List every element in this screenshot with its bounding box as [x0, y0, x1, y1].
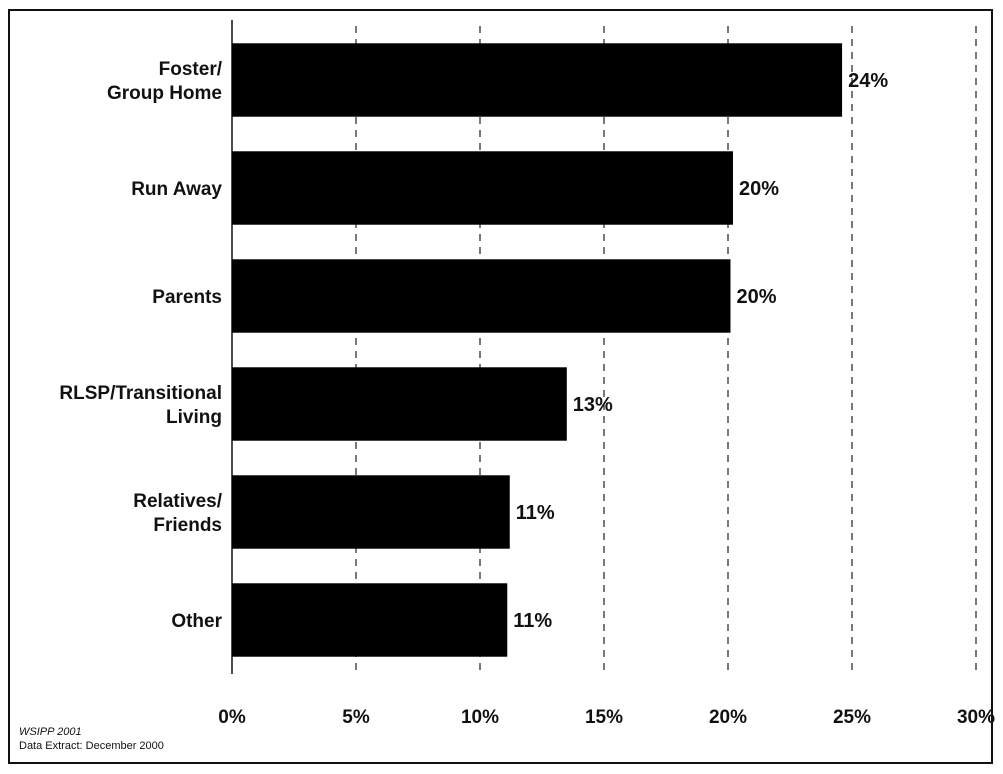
category-label-line: Friends: [153, 515, 222, 536]
category-label-5: Other: [171, 611, 222, 632]
value-label-1: 20%: [739, 178, 779, 200]
category-label-line: Other: [171, 611, 222, 632]
source-note: WSIPP 2001 Data Extract: December 2000: [19, 725, 164, 753]
x-tick-label-10: 10%: [461, 707, 499, 728]
value-label-3: 13%: [573, 394, 613, 416]
x-axis-ticks: 0% 5% 10% 15% 20% 25% 30%: [218, 707, 995, 728]
x-tick-label-30: 30%: [957, 707, 995, 728]
x-tick-label-20: 20%: [709, 707, 747, 728]
source-line-1: WSIPP 2001: [19, 726, 82, 738]
category-label-line: RLSP/Transitional: [59, 383, 222, 404]
category-label-4: Relatives/Friends: [133, 491, 222, 536]
category-label-0: Foster/Group Home: [107, 59, 223, 104]
category-label-1: Run Away: [131, 179, 222, 200]
bar-0: [232, 43, 843, 117]
source-line-2: Data Extract: December 2000: [19, 740, 164, 752]
value-label-0: 24%: [848, 70, 888, 92]
x-tick-label-5: 5%: [342, 707, 370, 728]
x-tick-label-25: 25%: [833, 707, 871, 728]
value-label-5: 11%: [513, 610, 552, 632]
category-label-line: Foster/: [159, 59, 223, 80]
bar-2: [232, 259, 731, 333]
category-label-line: Group Home: [107, 83, 222, 104]
grid-lines: [231, 20, 977, 674]
category-label-line: Run Away: [131, 179, 222, 200]
value-label-2: 20%: [736, 286, 776, 308]
bars: [232, 43, 843, 657]
value-labels: 24% 20% 20% 13% 11% 11%: [513, 70, 888, 632]
category-label-line: Parents: [152, 287, 222, 308]
bar-1: [232, 151, 733, 225]
x-tick-label-0: 0%: [218, 707, 246, 728]
value-label-4: 11%: [516, 502, 555, 524]
x-tick-label-15: 15%: [585, 707, 623, 728]
bar-4: [232, 475, 510, 549]
category-label-2: Parents: [152, 287, 222, 308]
category-labels: Foster/Group Home Run Away Parents RLSP/Tra…: [59, 59, 222, 632]
category-label-3: RLSP/Transitional Living: [59, 383, 222, 428]
category-label-line: Relatives/: [133, 491, 222, 512]
bar-3: [232, 367, 567, 441]
bar-5: [232, 583, 508, 657]
chart-frame: [8, 9, 993, 764]
category-label-line: Living: [166, 407, 222, 428]
